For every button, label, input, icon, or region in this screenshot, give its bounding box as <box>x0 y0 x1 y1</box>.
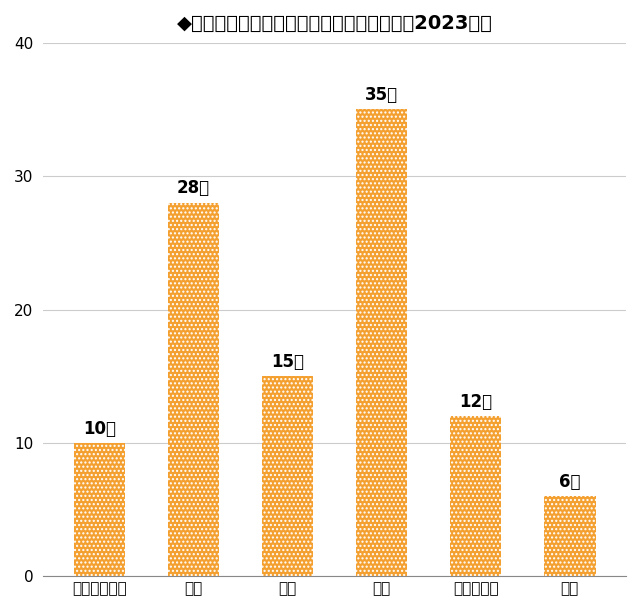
Bar <box>450 416 502 576</box>
Text: 28校: 28校 <box>177 179 210 198</box>
Bar <box>450 416 502 576</box>
Bar <box>544 496 596 576</box>
Text: 15校: 15校 <box>271 353 304 371</box>
Bar <box>356 109 408 576</box>
Bar <box>544 496 596 576</box>
Text: 6校: 6校 <box>559 473 580 491</box>
Bar <box>262 376 314 576</box>
Bar <box>74 443 125 576</box>
Bar <box>262 376 314 576</box>
Bar <box>74 443 125 576</box>
Text: 35校: 35校 <box>365 86 398 104</box>
Bar <box>168 203 220 576</box>
Text: 10校: 10校 <box>83 420 116 437</box>
Bar <box>356 109 408 576</box>
Bar <box>168 203 220 576</box>
Text: 12校: 12校 <box>459 393 492 411</box>
Title: ◆私立大の地区別『授業参加型』導入校数（2023年）: ◆私立大の地区別『授業参加型』導入校数（2023年） <box>177 14 493 33</box>
